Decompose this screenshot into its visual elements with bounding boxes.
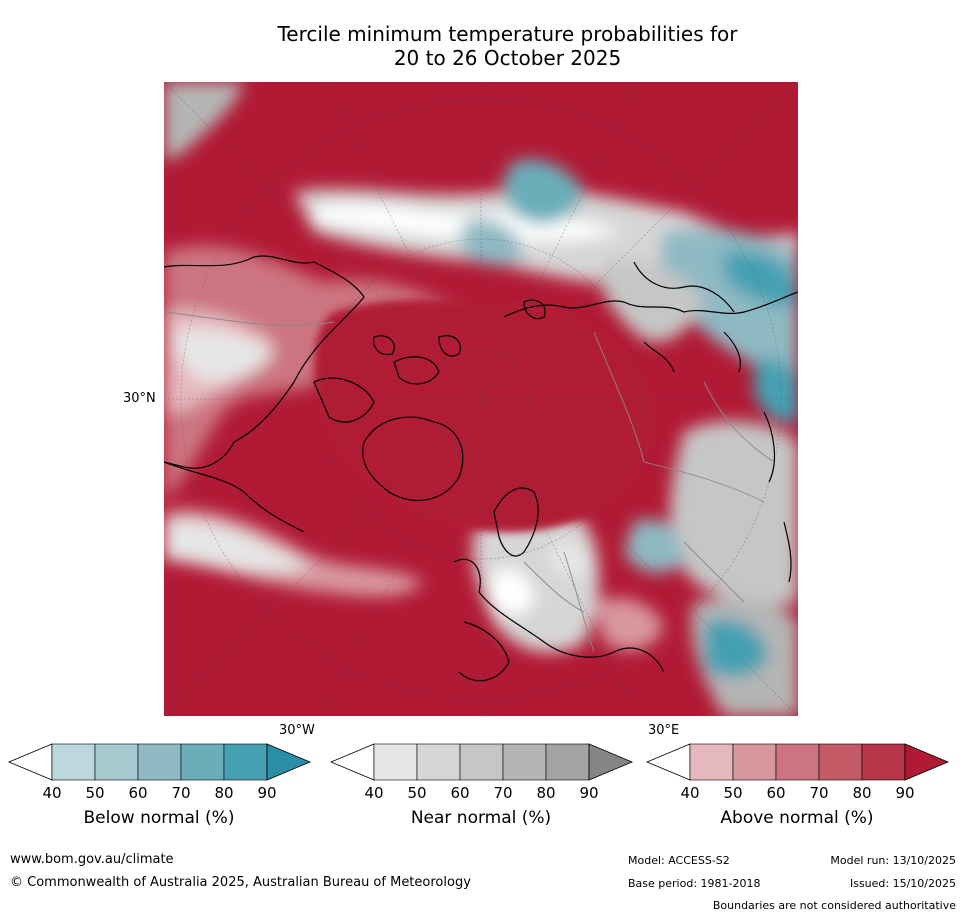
tick-near-40: 40 <box>364 784 384 802</box>
colorbar-above-box <box>818 743 863 781</box>
colorbar-near-low-extend <box>329 743 375 781</box>
tick-above-70: 70 <box>809 784 829 802</box>
colorbar-above-high-extend <box>904 743 950 781</box>
tick-near-90: 90 <box>579 784 599 802</box>
colorbar-near-box <box>459 743 504 781</box>
footer-base-period: Base period: 1981-2018 <box>628 877 761 890</box>
lon-label-30w: 30°W <box>279 723 315 738</box>
tick-below-70: 70 <box>171 784 191 802</box>
tick-below-80: 80 <box>214 784 234 802</box>
colorbar-above-box <box>732 743 777 781</box>
tick-near-60: 60 <box>450 784 470 802</box>
colorbar-below-box <box>51 743 96 781</box>
tick-near-50: 50 <box>407 784 427 802</box>
graticule <box>164 82 798 716</box>
tick-below-50: 50 <box>85 784 105 802</box>
tick-below-60: 60 <box>128 784 148 802</box>
colorbar-above-box <box>689 743 734 781</box>
colorbar-below-box <box>223 743 268 781</box>
tick-below-90: 90 <box>257 784 277 802</box>
footer-url: www.bom.gov.au/climate <box>10 852 174 867</box>
tick-above-90: 90 <box>895 784 915 802</box>
tick-near-70: 70 <box>493 784 513 802</box>
colorbar-below-svg <box>7 743 312 781</box>
footer-copyright: © Commonwealth of Australia 2025, Austra… <box>10 875 471 890</box>
arctic-core <box>314 299 656 533</box>
tick-above-80: 80 <box>852 784 872 802</box>
colorbar-above-box <box>861 743 906 781</box>
footer-model-run: Model run: 13/10/2025 <box>830 854 956 867</box>
colorbar-below <box>7 743 312 781</box>
lat-label-30n: 30°N <box>123 391 156 406</box>
tick-below-40: 40 <box>42 784 62 802</box>
lon-label-30e: 30°E <box>648 723 680 738</box>
colorbar-above-box <box>775 743 820 781</box>
country-borders <box>164 311 775 653</box>
tick-above-40: 40 <box>680 784 700 802</box>
colorbar-above <box>645 743 950 781</box>
colorbar-below-low-extend <box>7 743 53 781</box>
colorbar-near-box <box>502 743 547 781</box>
colorbar-near-box <box>545 743 590 781</box>
footer-issued: Issued: 15/10/2025 <box>849 877 956 890</box>
probability-map <box>164 82 798 716</box>
title-line-1: Tercile minimum temperature probabilitie… <box>277 22 738 46</box>
colorbar-above-svg <box>645 743 950 781</box>
colorbar-near-box <box>416 743 461 781</box>
colorbar-below-label: Below normal (%) <box>83 808 235 828</box>
colorbar-near-box <box>373 743 418 781</box>
map-svg <box>164 82 798 716</box>
tick-near-80: 80 <box>536 784 556 802</box>
tick-above-60: 60 <box>766 784 786 802</box>
coastlines <box>164 255 798 682</box>
footer-model: Model: ACCESS-S2 <box>628 854 730 867</box>
title-line-2: 20 to 26 October 2025 <box>393 46 622 70</box>
colorbar-near <box>329 743 634 781</box>
probability-field <box>164 82 798 716</box>
colorbar-below-box <box>137 743 182 781</box>
colorbar-near-high-extend <box>588 743 634 781</box>
footer-disclaimer: Boundaries are not considered authoritat… <box>712 899 956 912</box>
colorbar-below-box <box>94 743 139 781</box>
chart-title: Tercile minimum temperature probabilitie… <box>160 22 855 70</box>
colorbar-near-svg <box>329 743 634 781</box>
tick-above-50: 50 <box>723 784 743 802</box>
colorbar-above-label: Above normal (%) <box>720 808 874 828</box>
colorbar-above-low-extend <box>645 743 691 781</box>
colorbar-below-high-extend <box>266 743 312 781</box>
colorbar-near-label: Near normal (%) <box>410 808 552 828</box>
colorbar-below-box <box>180 743 225 781</box>
